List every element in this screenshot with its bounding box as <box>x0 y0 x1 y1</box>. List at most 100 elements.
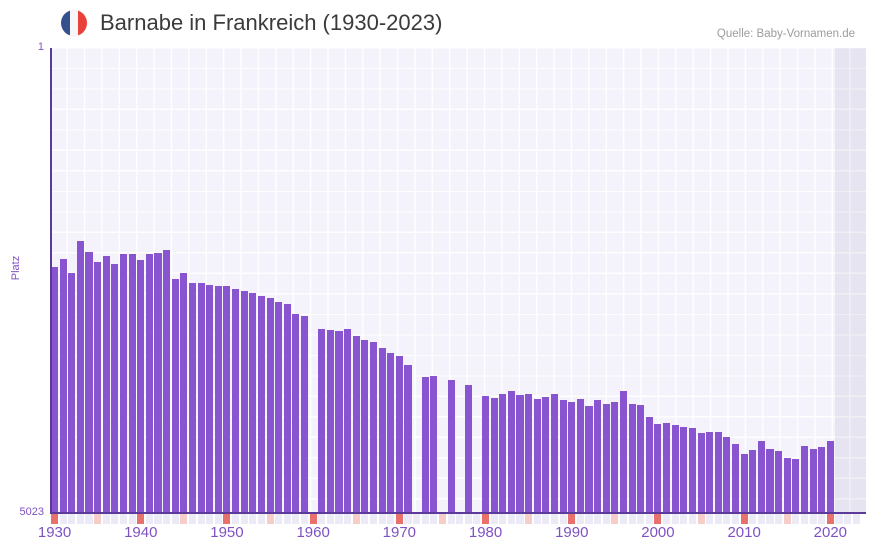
bar-2009[interactable] <box>731 444 740 513</box>
bar-1997[interactable] <box>628 404 636 513</box>
bar-1982[interactable] <box>499 394 507 513</box>
bar-2008[interactable] <box>723 436 731 513</box>
x-tick-1956 <box>275 514 283 524</box>
bar-1938[interactable] <box>119 254 128 513</box>
bar-2004[interactable] <box>688 427 696 513</box>
bar-1946[interactable] <box>188 283 196 513</box>
bar-1962[interactable] <box>326 330 334 513</box>
bar-1974[interactable] <box>430 375 438 513</box>
bar-1985[interactable] <box>525 394 533 513</box>
bar-1954[interactable] <box>257 296 265 513</box>
bar-1993[interactable] <box>594 399 602 513</box>
x-tick-2016 <box>792 514 800 524</box>
bar-1931[interactable] <box>59 259 67 513</box>
bar-1936[interactable] <box>102 256 110 513</box>
bar-1961[interactable] <box>318 328 326 513</box>
bar-1963[interactable] <box>335 331 343 513</box>
bar-1953[interactable] <box>249 293 257 513</box>
bar-2016[interactable] <box>792 459 800 513</box>
bar-1988[interactable] <box>550 394 559 513</box>
bar-1935[interactable] <box>94 261 102 513</box>
bar-1987[interactable] <box>542 397 550 513</box>
bar-1933[interactable] <box>76 241 84 513</box>
bar-1976[interactable] <box>447 380 455 513</box>
bar-1957[interactable] <box>283 304 291 513</box>
x-tick-1990 <box>568 514 576 524</box>
x-tick-1937 <box>111 514 119 524</box>
bar-1943[interactable] <box>163 249 171 513</box>
bar-1950[interactable] <box>223 285 231 513</box>
bar-1973[interactable] <box>421 376 429 513</box>
x-tick-2001 <box>663 514 671 524</box>
bar-2017[interactable] <box>800 446 809 513</box>
bar-1999[interactable] <box>645 417 653 513</box>
bar-1967[interactable] <box>369 342 378 513</box>
x-tick-2014 <box>775 514 783 524</box>
bar-2006[interactable] <box>706 432 714 513</box>
bar-2019[interactable] <box>818 447 826 513</box>
bar-1970[interactable] <box>395 356 403 513</box>
bar-2012[interactable] <box>757 441 765 513</box>
bar-1956[interactable] <box>275 301 283 513</box>
bar-1968[interactable] <box>378 347 386 513</box>
bar-1952[interactable] <box>240 290 248 513</box>
x-tick-2015 <box>783 514 791 524</box>
bar-1948[interactable] <box>206 284 214 513</box>
bar-1965[interactable] <box>352 335 360 513</box>
bar-1932[interactable] <box>68 272 76 513</box>
x-tick-2023 <box>852 514 860 524</box>
bar-1939[interactable] <box>128 253 136 513</box>
bar-1966[interactable] <box>361 339 369 513</box>
bar-1986[interactable] <box>533 398 541 513</box>
bar-2013[interactable] <box>766 448 774 513</box>
bar-1955[interactable] <box>266 297 274 513</box>
x-axis-label-2000: 2000 <box>641 524 675 541</box>
bar-1951[interactable] <box>232 288 240 513</box>
x-tick-1959 <box>300 514 309 524</box>
bar-1944[interactable] <box>171 278 179 513</box>
bar-2005[interactable] <box>697 433 705 513</box>
bar-1981[interactable] <box>490 397 498 513</box>
bar-2003[interactable] <box>680 426 688 513</box>
bar-1941[interactable] <box>145 254 153 513</box>
x-tick-2018 <box>809 514 817 524</box>
bar-1964[interactable] <box>344 328 352 513</box>
bar-1930[interactable] <box>51 267 59 513</box>
bar-2015[interactable] <box>783 458 791 513</box>
bar-1940[interactable] <box>137 259 145 513</box>
bar-1984[interactable] <box>516 395 524 513</box>
bar-1991[interactable] <box>576 398 584 513</box>
bar-1971[interactable] <box>404 364 412 513</box>
bar-2007[interactable] <box>714 432 722 513</box>
bar-2010[interactable] <box>740 454 748 513</box>
bar-1980[interactable] <box>482 396 490 513</box>
bar-1949[interactable] <box>214 285 222 513</box>
bar-2018[interactable] <box>809 448 817 513</box>
bar-1934[interactable] <box>85 251 93 513</box>
bar-1998[interactable] <box>637 405 645 513</box>
bar-2002[interactable] <box>671 424 679 513</box>
bar-1942[interactable] <box>154 252 162 513</box>
bar-1947[interactable] <box>197 283 205 513</box>
bar-1959[interactable] <box>300 316 309 513</box>
bar-1992[interactable] <box>585 406 593 513</box>
bar-1994[interactable] <box>602 403 610 513</box>
bar-1989[interactable] <box>559 399 567 513</box>
bar-1990[interactable] <box>568 401 576 513</box>
bar-1983[interactable] <box>507 390 515 513</box>
bar-2000[interactable] <box>654 423 662 513</box>
bar-2001[interactable] <box>663 422 671 513</box>
bar-1937[interactable] <box>111 263 119 513</box>
bar-1996[interactable] <box>619 390 627 513</box>
bar-1995[interactable] <box>611 401 619 513</box>
bar-1958[interactable] <box>292 313 300 513</box>
bar-1969[interactable] <box>387 352 395 513</box>
bar-1978[interactable] <box>464 384 472 513</box>
bar-2011[interactable] <box>749 449 757 513</box>
x-tick-1999 <box>645 514 653 524</box>
x-axis-label-1950: 1950 <box>210 524 244 541</box>
bar-2014[interactable] <box>775 450 783 513</box>
bar-2020[interactable] <box>826 441 834 513</box>
x-tick-1983 <box>507 514 515 524</box>
bar-1945[interactable] <box>180 272 188 513</box>
